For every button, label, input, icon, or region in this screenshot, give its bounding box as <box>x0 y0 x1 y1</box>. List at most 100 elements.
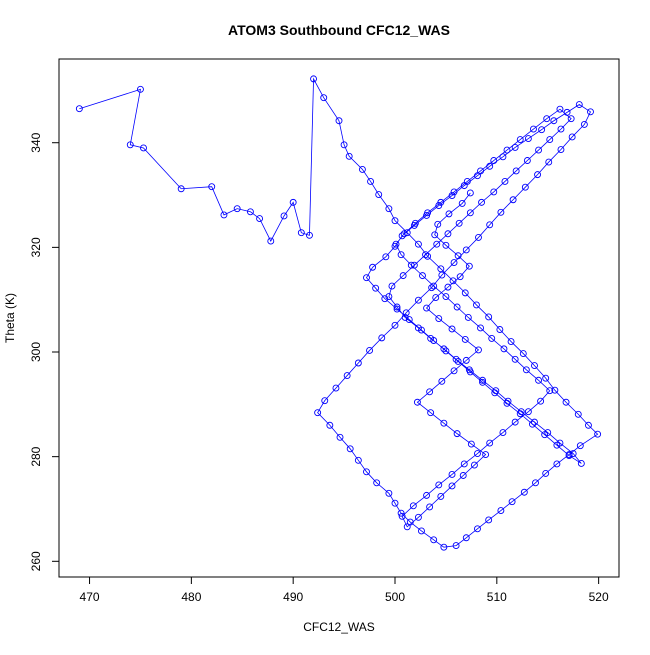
data-point <box>445 210 453 218</box>
data-point <box>538 126 546 134</box>
data-point <box>453 303 461 311</box>
data-point <box>462 534 470 542</box>
data-point <box>403 229 411 237</box>
data-point <box>403 523 411 531</box>
data-point <box>575 101 583 108</box>
data-point <box>511 418 519 426</box>
data-point <box>398 512 406 520</box>
data-point <box>400 230 408 238</box>
chart-title: ATOM3 Southbound CFC12_WAS <box>228 22 450 38</box>
data-point <box>399 272 407 280</box>
data-point <box>336 433 344 441</box>
data-point <box>556 105 564 113</box>
data-point <box>492 387 500 395</box>
data-point <box>321 397 329 405</box>
data-point <box>422 251 429 259</box>
data-point <box>542 374 550 382</box>
data-point <box>442 293 450 300</box>
data-point <box>458 199 466 207</box>
y-axis: 260 280 300 320 340 <box>29 132 60 571</box>
data-point <box>545 158 553 166</box>
data-point <box>511 143 519 151</box>
data-point <box>385 205 393 213</box>
data-point <box>456 273 464 281</box>
data-point <box>499 153 507 161</box>
data-point <box>534 171 541 179</box>
data-point <box>568 133 576 141</box>
data-point <box>574 410 582 418</box>
data-point <box>208 183 216 191</box>
data-point <box>414 296 422 304</box>
data-point <box>497 507 505 514</box>
data-point <box>565 452 573 460</box>
data-point <box>306 231 313 239</box>
data-point <box>437 492 445 500</box>
data-point <box>442 241 450 249</box>
x-axis-label: CFC12_WAS <box>303 620 375 634</box>
data-point <box>462 246 470 254</box>
data-point <box>177 185 185 193</box>
x-tick-label: 520 <box>589 590 609 604</box>
data-point <box>335 117 343 125</box>
data-point <box>577 460 585 467</box>
data-point <box>423 304 431 312</box>
data-point <box>393 305 401 313</box>
data-point <box>363 274 370 282</box>
data-point <box>546 136 554 144</box>
data-point <box>448 471 456 478</box>
data-point <box>497 208 505 216</box>
data-point <box>397 251 405 259</box>
data-point <box>486 162 494 170</box>
data-point <box>524 135 532 142</box>
data-point <box>524 408 532 416</box>
data-point <box>310 75 317 83</box>
data-point <box>438 377 446 385</box>
data-point <box>508 498 516 506</box>
data-point <box>256 215 264 223</box>
data-point <box>460 460 468 468</box>
data-point <box>499 429 507 437</box>
data-point <box>450 188 458 196</box>
data-point <box>501 177 509 185</box>
data-point <box>521 183 529 191</box>
data-point <box>340 141 348 149</box>
data-point <box>381 295 389 303</box>
data-point <box>391 499 399 507</box>
data-point <box>477 167 484 175</box>
data-point <box>140 144 147 152</box>
x-tick-label: 510 <box>487 590 507 604</box>
data-point <box>424 252 432 260</box>
data-point <box>475 233 482 241</box>
data-point <box>535 376 543 384</box>
plot-area <box>75 75 602 551</box>
data-point <box>289 198 297 206</box>
data-point <box>246 208 254 216</box>
data-point <box>546 387 554 395</box>
data-point <box>354 359 362 367</box>
y-tick-label: 340 <box>29 132 43 152</box>
data-point <box>454 357 462 365</box>
data-point <box>474 172 481 180</box>
data-point <box>385 489 393 497</box>
data-point <box>314 409 322 417</box>
data-point <box>402 309 410 317</box>
data-point <box>375 191 383 198</box>
data-point <box>512 167 520 175</box>
data-point <box>326 421 334 429</box>
data-point <box>587 108 594 116</box>
data-point <box>478 198 485 206</box>
data-point <box>452 355 460 363</box>
data-point <box>358 165 366 173</box>
data-point <box>391 321 399 329</box>
data-point <box>427 409 435 417</box>
data-point <box>440 543 448 551</box>
data-point <box>531 362 538 370</box>
data-point <box>424 209 432 217</box>
data-point <box>267 237 275 245</box>
data-point <box>553 460 561 468</box>
y-tick-label: 280 <box>29 446 43 466</box>
data-point <box>435 315 443 322</box>
data-point <box>459 472 467 479</box>
data-point <box>372 284 380 292</box>
